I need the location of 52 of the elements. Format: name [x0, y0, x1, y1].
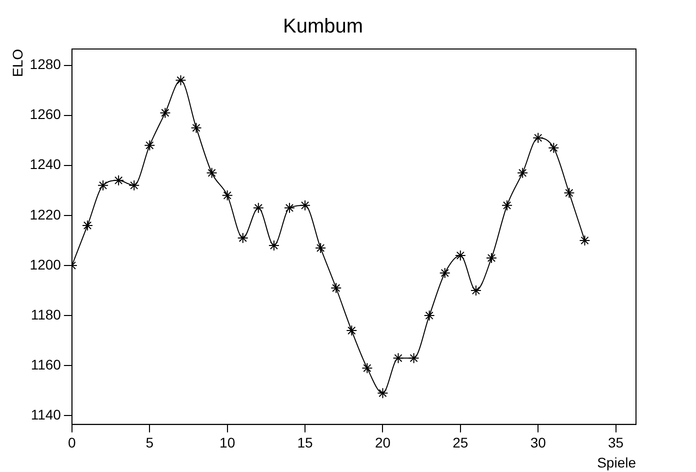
point [113, 174, 124, 186]
point [330, 282, 342, 294]
point [284, 202, 295, 214]
point [346, 325, 358, 336]
point [300, 200, 311, 211]
point [362, 362, 373, 374]
point [532, 132, 544, 144]
y-tick-label: 1160 [30, 356, 62, 372]
point [160, 107, 171, 118]
x-tick-label: 10 [220, 434, 236, 451]
point [377, 388, 388, 399]
point [424, 310, 435, 322]
x-tick-label: 30 [530, 434, 546, 451]
point [268, 240, 280, 251]
y-tick-label: 1140 [30, 406, 62, 422]
x-axis-title: Spiele [597, 454, 636, 470]
y-tick-label: 1280 [30, 56, 62, 72]
point [502, 200, 513, 211]
x-tick-label: 5 [146, 434, 154, 451]
point [470, 285, 482, 296]
point [454, 250, 466, 261]
point [439, 267, 450, 278]
y-tick-label: 1200 [30, 256, 62, 272]
chart-title: Kumbum [282, 16, 364, 38]
x-tick-label: 20 [374, 434, 391, 451]
point [237, 232, 248, 244]
y-tick-label: 1220 [30, 206, 62, 222]
x-tick-label: 35 [608, 434, 624, 451]
point [408, 352, 420, 364]
point [206, 167, 218, 178]
point [315, 242, 326, 254]
x-tick-label: 0 [68, 434, 76, 451]
point [144, 140, 156, 151]
x-tick-label: 25 [452, 434, 468, 451]
point [82, 220, 93, 231]
point [252, 202, 264, 214]
y-tick-label: 1180 [30, 306, 62, 322]
y-axis-title: ELO [9, 48, 26, 78]
point [98, 180, 109, 191]
point [190, 122, 202, 134]
point [175, 74, 186, 86]
point [222, 190, 233, 201]
point [128, 180, 140, 191]
point [392, 352, 404, 364]
y-tick-label: 1260 [30, 106, 62, 122]
x-tick-label: 15 [297, 434, 314, 451]
point [564, 187, 575, 198]
y-tick-label: 1240 [30, 156, 62, 172]
point [517, 167, 528, 178]
point [486, 252, 497, 264]
point [548, 142, 560, 154]
point [579, 234, 590, 246]
